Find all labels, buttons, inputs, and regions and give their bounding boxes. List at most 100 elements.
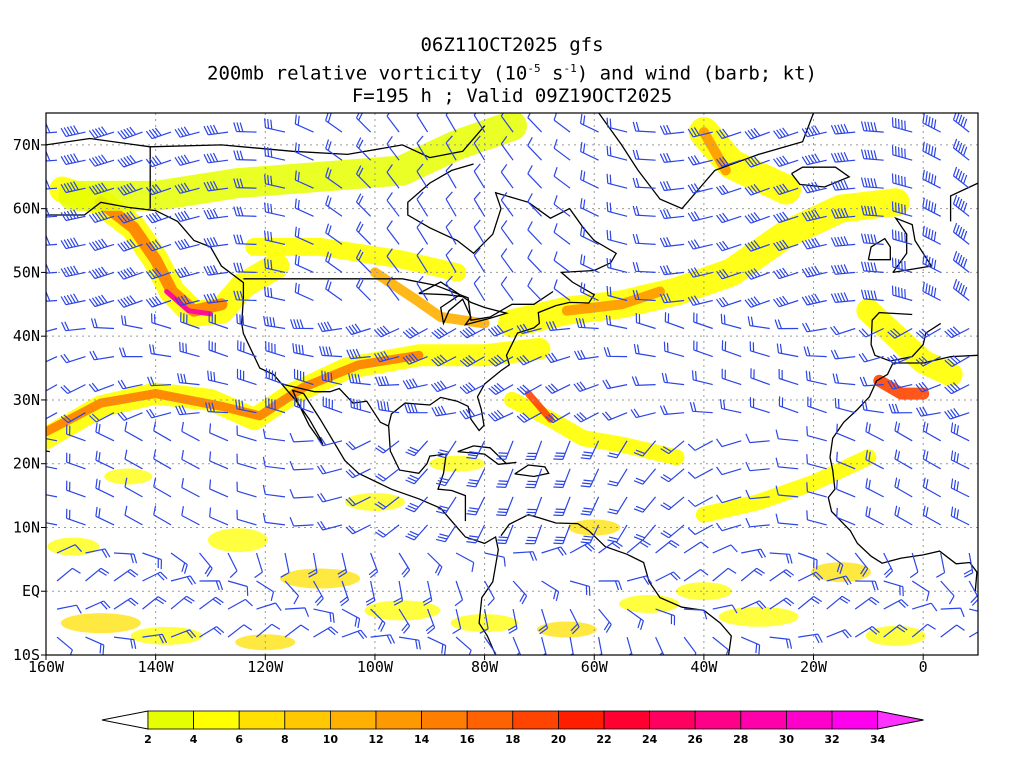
wind-barb [580,170,599,189]
wind-barb [553,167,571,189]
wind-barb [749,341,770,358]
wind-barb [744,184,770,196]
wind-barb [633,468,657,485]
wind-barb [500,276,514,301]
wind-barb [541,636,547,655]
wind-barb [659,293,685,304]
wind-barb [769,636,793,649]
wind-barb [797,552,818,570]
wind-barb [830,179,856,191]
wind-barb [484,580,495,606]
wind-barb [46,412,58,420]
wind-barb [801,181,827,194]
wind-barb [265,368,286,386]
wind-barb [416,275,429,301]
wind-barb [142,552,162,570]
wind-barb [632,290,656,302]
wind-barb [607,440,628,459]
colorbar-label: 26 [688,733,704,746]
wind-barb [60,125,86,137]
wind-barb [386,192,400,217]
wind-barb [860,261,884,273]
wind-barb [46,522,58,526]
wind-barb [90,318,115,330]
wind-barb [316,520,343,531]
wind-barb [345,496,371,507]
wind-barb [516,354,542,366]
map-titles: 06Z11OCT2025 gfs 200mb relative vorticit… [0,34,1024,108]
wind-barb [236,313,257,330]
wind-barb [803,346,827,358]
wind-barb [66,480,86,498]
wind-barb [661,372,685,386]
wind-barb [341,629,368,640]
wind-barb [745,461,770,472]
wind-barb [687,267,713,278]
wind-barb [337,552,348,578]
wind-barb [745,489,770,500]
wind-barb [712,567,737,582]
wind-barb [289,460,314,471]
vort-tropical-patch [536,621,597,638]
wind-barb [894,477,913,498]
wind-barb [830,292,856,303]
wind-barb [445,219,457,245]
wind-barb [233,122,257,133]
wind-barb [687,524,713,536]
wind-barb [865,506,884,526]
wind-barb [936,552,946,578]
wind-barb [61,321,86,332]
wind-barb [294,226,314,245]
coast-greenland [597,113,815,210]
wind-barb [60,181,86,194]
wind-barb [85,548,111,559]
wind-barb [284,624,310,638]
wind-barb [806,482,827,498]
wind-barb [712,544,738,554]
wind-barb [375,440,400,454]
wind-barb [573,349,599,361]
colorbar-swatch [466,710,514,730]
wind-barb [525,496,543,517]
wind-barb [345,440,371,451]
wind-barb [425,608,436,635]
wind-barb [233,178,257,189]
vort-core-bahamas [524,390,554,423]
border-us-mexico [281,383,389,427]
wind-barb [431,354,457,367]
wind-barb [117,379,143,390]
wind-barb [606,201,628,217]
colorbar-label: 14 [414,733,430,746]
wind-barb [345,524,371,535]
wind-barb [265,341,286,358]
wind-barb [807,396,827,414]
coast-north-america-east [387,163,618,432]
wind-barb [117,126,143,140]
wind-barb [801,125,827,138]
wind-barb [601,411,628,421]
vort-core-subtropical-jet [46,350,424,437]
wind-barb [95,450,115,470]
wind-barb [745,517,770,528]
wind-barb [431,326,457,340]
wind-barb [716,212,742,224]
wind-barb [553,468,571,489]
wind-barb [496,440,514,460]
wind-barb [236,509,257,526]
wind-barb [632,233,656,245]
wind-barb [289,516,314,527]
wind-barb [473,113,486,133]
wind-barb [952,251,970,273]
wind-barb [527,277,543,301]
wind-barb [944,326,970,339]
wind-barb [459,407,485,420]
lat-tick-label: 70N [13,136,40,154]
wind-barb [262,512,286,526]
wind-barb [280,552,290,578]
wind-barb [830,236,856,247]
wind-barb [179,341,200,358]
wind-barb [142,633,168,644]
wind-barb [716,128,742,140]
wind-barb [386,164,400,189]
wind-barb [145,211,172,224]
